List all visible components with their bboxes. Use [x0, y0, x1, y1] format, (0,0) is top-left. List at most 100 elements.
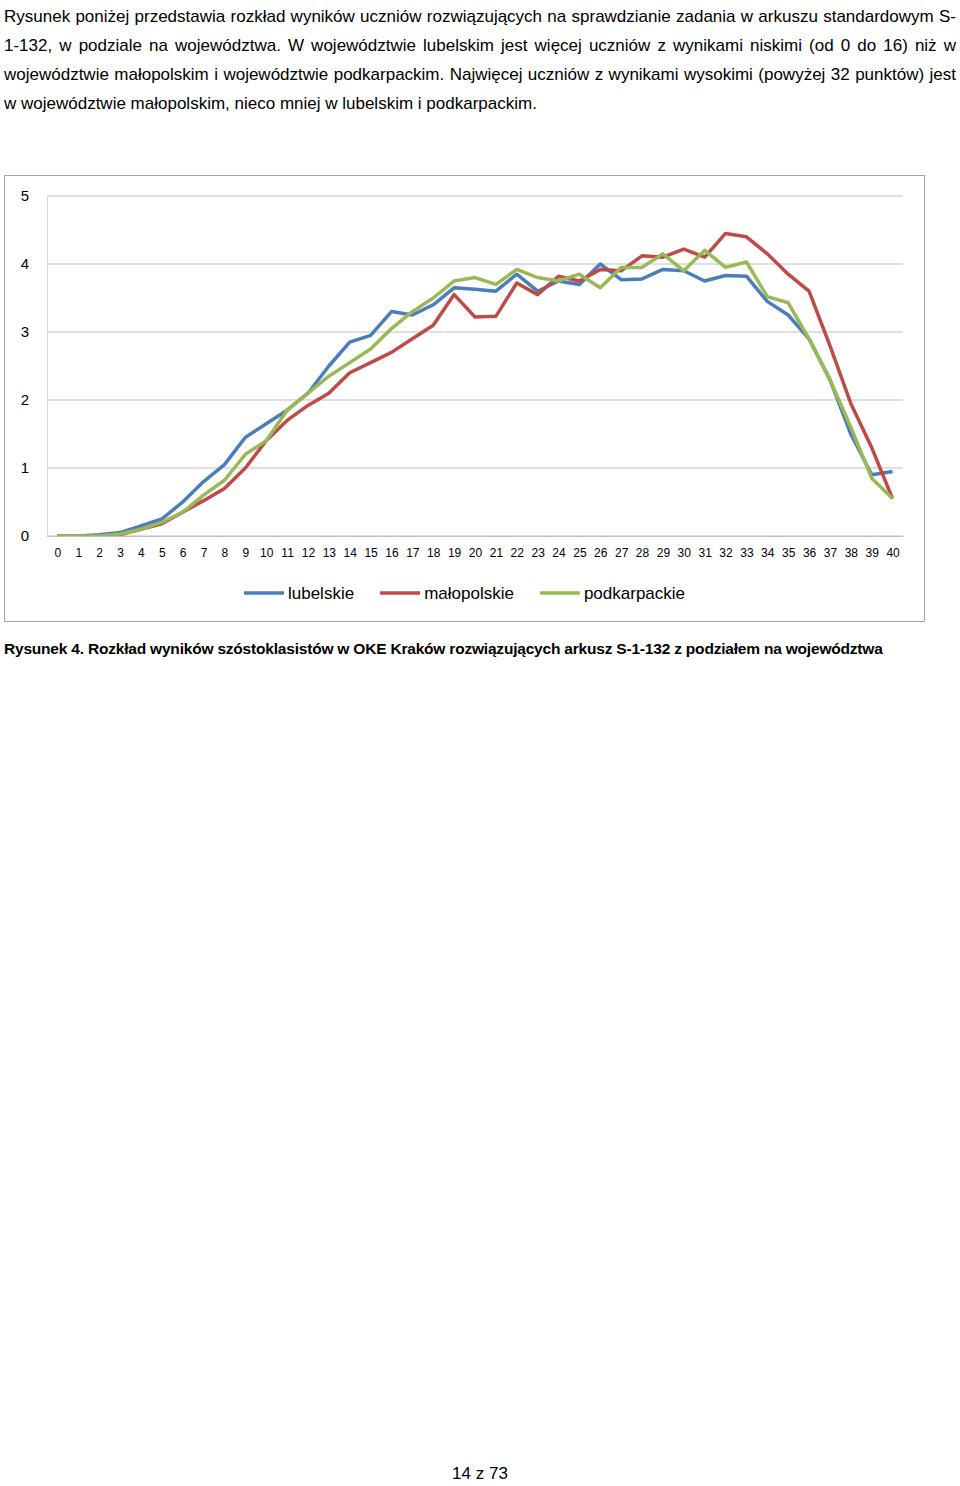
x-tick: 7 [201, 536, 208, 560]
grid-line [47, 536, 903, 537]
x-tick-label: 7 [201, 546, 208, 560]
x-tick: 31 [698, 536, 712, 560]
grid [47, 196, 903, 536]
x-tick: 38 [845, 536, 859, 560]
x-tick-label: 33 [740, 546, 754, 560]
legend-swatch [540, 591, 580, 595]
x-tick-label: 9 [242, 546, 249, 560]
x-axis-line [48, 536, 904, 537]
x-tick-label: 28 [636, 546, 650, 560]
x-tick-label: 14 [344, 546, 358, 560]
legend: lubelskie małopolskie podkarpackie [244, 584, 685, 603]
x-tick: 20 [469, 536, 483, 560]
x-tick: 18 [427, 536, 441, 560]
x-tick: 16 [385, 536, 399, 560]
y-tick-label: 4 [21, 255, 29, 272]
x-tick-label: 3 [117, 546, 124, 560]
x-tick-label: 22 [511, 546, 525, 560]
y-tick: 2 [21, 391, 47, 408]
x-tick: 21 [490, 536, 504, 560]
paragraph: Rysunek poniżej przedstawia rozkład wyni… [4, 2, 956, 118]
grid-line [47, 196, 903, 197]
legend-label: podkarpackie [584, 584, 685, 603]
x-tick: 13 [323, 536, 337, 560]
x-tick-label: 29 [657, 546, 671, 560]
legend-item: podkarpackie [540, 584, 685, 603]
x-tick: 6 [180, 536, 187, 560]
x-tick-label: 26 [594, 546, 608, 560]
legend-item: małopolskie [380, 584, 514, 603]
x-tick-label: 1 [75, 546, 82, 560]
y-tick-label: 1 [21, 459, 29, 476]
legend-item: lubelskie [244, 584, 354, 603]
x-tick-label: 18 [427, 546, 441, 560]
x-tick-label: 24 [552, 546, 566, 560]
x-tick-label: 34 [761, 546, 775, 560]
lines [57, 233, 892, 536]
x-tick-label: 21 [490, 546, 504, 560]
chart-frame [5, 176, 925, 622]
x-tick-label: 38 [845, 546, 859, 560]
x-tick: 3 [117, 536, 124, 560]
x-tick-label: 35 [782, 546, 796, 560]
x-tick: 12 [302, 536, 316, 560]
y-tick: 4 [21, 255, 47, 272]
x-tick-label: 32 [719, 546, 733, 560]
x-tick-label: 15 [364, 546, 378, 560]
x-tick: 24 [552, 536, 566, 560]
x-tick-label: 27 [615, 546, 629, 560]
x-tick: 29 [657, 536, 671, 560]
x-tick: 23 [531, 536, 545, 560]
y-tick-label: 0 [21, 527, 29, 544]
grid-line [47, 332, 903, 333]
caption: Rysunek 4. Rozkład wyników szóstoklasist… [4, 640, 960, 658]
x-tick: 15 [364, 536, 378, 560]
grid-line [47, 468, 903, 469]
x-tick-label: 23 [531, 546, 545, 560]
y-tick: 5 [21, 187, 47, 204]
legend-swatch [380, 591, 420, 595]
x-tick-label: 6 [180, 546, 187, 560]
page-number: 14 z 73 [0, 1464, 960, 1484]
x-tick-label: 37 [824, 546, 838, 560]
y-axis-line [47, 197, 48, 537]
x-tick-label: 4 [138, 546, 145, 560]
x-tick: 37 [824, 536, 838, 560]
x-tick: 4 [138, 536, 145, 560]
grid-line [47, 400, 903, 401]
x-tick-label: 16 [385, 546, 399, 560]
x-tick: 2 [96, 536, 103, 560]
grid-line [47, 264, 903, 265]
x-tick-label: 39 [866, 546, 880, 560]
x-tick: 14 [344, 536, 358, 560]
x-tick-label: 20 [469, 546, 483, 560]
x-tick: 22 [511, 536, 525, 560]
x-tick-label: 36 [803, 546, 817, 560]
x-tick-label: 2 [96, 546, 103, 560]
x-tick-label: 5 [159, 546, 166, 560]
x-tick: 30 [678, 536, 692, 560]
x-tick: 32 [719, 536, 733, 560]
x-tick: 1 [75, 536, 82, 560]
x-tick-label: 12 [302, 546, 316, 560]
x-tick: 27 [615, 536, 629, 560]
legend-label: lubelskie [288, 584, 354, 603]
x-tick: 40 [886, 536, 900, 560]
x-tick-label: 0 [55, 546, 62, 560]
y-tick-label: 3 [21, 323, 29, 340]
x-tick-label: 30 [678, 546, 692, 560]
x-tick-label: 8 [222, 546, 229, 560]
x-tick-label: 25 [573, 546, 587, 560]
x-tick: 34 [761, 536, 775, 560]
x-tick: 25 [573, 536, 587, 560]
x-tick: 36 [803, 536, 817, 560]
y-tick-label: 2 [21, 391, 29, 408]
x-tick-label: 19 [448, 546, 462, 560]
x-tick: 17 [406, 536, 420, 560]
x-tick: 9 [242, 536, 249, 560]
legend-swatch [244, 591, 284, 595]
series-line [57, 233, 892, 536]
x-tick: 8 [222, 536, 229, 560]
x-tick-label: 13 [323, 546, 337, 560]
x-tick-label: 11 [281, 546, 294, 560]
